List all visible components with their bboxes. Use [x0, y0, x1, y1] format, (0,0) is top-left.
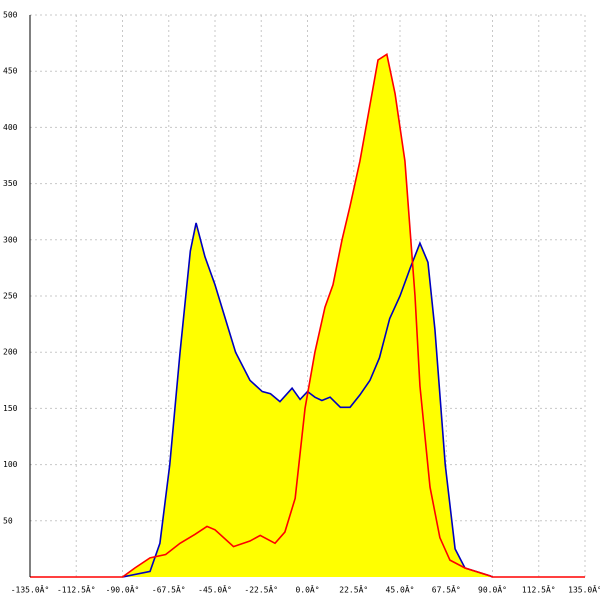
y-tick-label: 500: [3, 11, 18, 20]
x-tick-label: -45.0Â°: [198, 584, 232, 595]
y-tick-label: 400: [3, 123, 18, 132]
y-tick-label: 150: [3, 404, 18, 413]
x-tick-label: 22.5Â°: [339, 584, 368, 595]
lines: [30, 53, 585, 578]
x-tick-label: 135.0Â°: [568, 584, 600, 595]
y-tick-label: 250: [3, 292, 18, 301]
y-tick-label: 200: [3, 348, 18, 357]
x-tick-label: 112.5Â°: [522, 584, 556, 595]
series-line: [30, 53, 585, 578]
x-tick-label: 67.5Â°: [432, 584, 461, 595]
area-fill: [30, 54, 585, 577]
x-tick-label: -67.5Â°: [152, 584, 186, 595]
x-tick-label: -90.0Â°: [106, 584, 140, 595]
y-tick-label: 50: [3, 516, 13, 525]
y-tick-label: 300: [3, 235, 18, 244]
areas: [30, 54, 585, 577]
x-tick-label: -22.5Â°: [244, 584, 278, 595]
x-tick-label: -112.5Â°: [57, 584, 96, 595]
x-tick-label: -135.0Â°: [11, 584, 50, 595]
y-tick-label: 100: [3, 460, 18, 469]
tick-labels: -135.0Â° -112.5Â° -90.0Â° -67.5Â° -45.0Â° -22…: [3, 11, 600, 595]
x-tick-label: 90.0Â°: [478, 584, 507, 595]
y-tick-label: 450: [3, 67, 18, 76]
y-tick-label: 350: [3, 179, 18, 188]
x-tick-label: 45.0Â°: [386, 584, 415, 595]
x-tick-label: 0.0Â°: [295, 584, 319, 595]
series-line: [122, 222, 493, 578]
